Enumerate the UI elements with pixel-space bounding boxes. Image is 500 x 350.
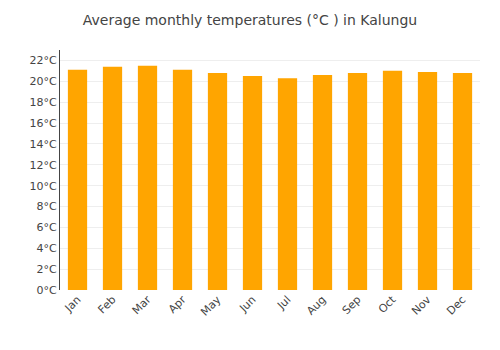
svg-text:20°C: 20°C	[30, 75, 57, 88]
svg-text:May: May	[198, 293, 224, 319]
svg-text:6°C: 6°C	[37, 221, 57, 234]
svg-text:Nov: Nov	[409, 293, 434, 318]
svg-text:Feb: Feb	[96, 293, 119, 316]
svg-text:4°C: 4°C	[37, 242, 57, 255]
svg-text:16°C: 16°C	[30, 117, 57, 130]
svg-text:Aug: Aug	[304, 293, 328, 317]
svg-text:Apr: Apr	[166, 293, 189, 316]
svg-text:14°C: 14°C	[30, 138, 57, 151]
svg-text:8°C: 8°C	[37, 200, 57, 213]
svg-text:Sep: Sep	[340, 293, 364, 317]
svg-text:Jul: Jul	[274, 293, 293, 312]
svg-text:10°C: 10°C	[30, 180, 57, 193]
svg-text:18°C: 18°C	[30, 96, 57, 109]
svg-text:Dec: Dec	[444, 293, 468, 317]
svg-text:Mar: Mar	[130, 293, 154, 317]
svg-text:Jan: Jan	[62, 293, 84, 315]
svg-text:22°C: 22°C	[30, 54, 57, 67]
svg-text:2°C: 2°C	[37, 263, 57, 276]
svg-text:Oct: Oct	[376, 293, 399, 316]
svg-text:0°C: 0°C	[37, 284, 57, 297]
svg-text:Average monthly temperatures (: Average monthly temperatures (°C ) in Ka…	[83, 12, 417, 28]
svg-text:Jun: Jun	[236, 293, 258, 315]
svg-text:12°C: 12°C	[30, 159, 57, 172]
